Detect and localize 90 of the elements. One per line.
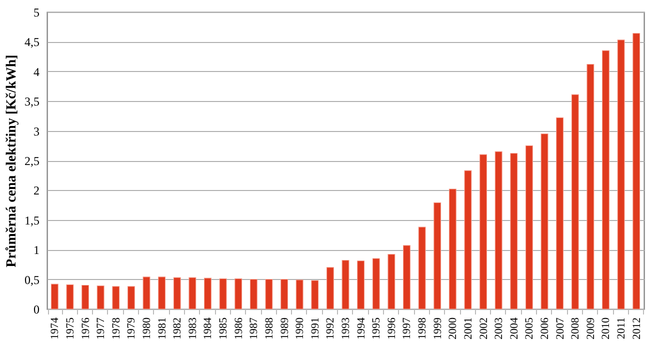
x-tick-label: 1979 bbox=[126, 317, 138, 340]
y-tick-label: 0,5 bbox=[24, 272, 40, 287]
x-tick-label: 1996 bbox=[386, 317, 398, 340]
x-tick-label: 2011 bbox=[616, 318, 628, 340]
x-tick-label: 1991 bbox=[309, 318, 322, 340]
bar bbox=[82, 284, 90, 310]
x-tick-label: 1984 bbox=[202, 317, 214, 340]
bar bbox=[142, 276, 150, 310]
y-tick-label: 4 bbox=[34, 64, 40, 79]
bar bbox=[234, 278, 242, 310]
y-tick-label: 0 bbox=[34, 302, 40, 316]
bar bbox=[250, 279, 258, 310]
x-tick-label: 2005 bbox=[524, 317, 536, 340]
x-tick-label: 2002 bbox=[478, 318, 490, 340]
x-tick-label: 1985 bbox=[218, 317, 230, 340]
bar bbox=[50, 284, 58, 310]
x-tick-label: 1974 bbox=[49, 317, 62, 340]
x-tick-label: 1983 bbox=[186, 317, 199, 340]
bar bbox=[326, 267, 334, 310]
x-tick-label: 1977 bbox=[95, 317, 108, 340]
bar bbox=[571, 94, 579, 310]
bar bbox=[204, 278, 212, 310]
x-tick-label: 2004 bbox=[508, 317, 520, 340]
y-tick-label: 3,5 bbox=[24, 94, 40, 109]
bar bbox=[112, 286, 120, 310]
bar bbox=[127, 286, 135, 310]
bar bbox=[632, 33, 640, 310]
bar bbox=[372, 258, 380, 310]
bar bbox=[464, 170, 472, 310]
y-tick-label: 1 bbox=[34, 243, 40, 258]
x-tick-label: 2009 bbox=[584, 317, 597, 340]
bar bbox=[173, 277, 181, 310]
bar bbox=[480, 154, 488, 310]
bar bbox=[188, 277, 196, 310]
bar bbox=[510, 153, 518, 310]
x-tick-label: 2010 bbox=[600, 317, 612, 340]
bar bbox=[388, 254, 396, 310]
x-tick-label: 2006 bbox=[539, 317, 551, 340]
x-tick-label: 1994 bbox=[355, 317, 368, 340]
x-tick-label: 1998 bbox=[416, 317, 429, 340]
y-tick-label: 2,5 bbox=[24, 154, 40, 168]
x-tick-label: 1986 bbox=[232, 317, 245, 340]
x-tick-label: 2000 bbox=[447, 317, 460, 340]
bar bbox=[602, 50, 610, 310]
x-tick-label: 1990 bbox=[294, 317, 306, 340]
bar bbox=[448, 188, 456, 310]
bar bbox=[219, 278, 227, 310]
x-tick-label: 1999 bbox=[432, 317, 444, 340]
x-tick-label: 1992 bbox=[324, 318, 337, 340]
bar bbox=[525, 145, 533, 310]
x-tick-label: 1987 bbox=[248, 317, 260, 340]
bar bbox=[280, 279, 288, 310]
x-tick-label: 1989 bbox=[278, 317, 291, 340]
x-tick-label: 1993 bbox=[340, 317, 352, 340]
x-tick-label: 2008 bbox=[570, 317, 582, 340]
x-tick-label: 1995 bbox=[370, 317, 383, 340]
bar bbox=[311, 280, 319, 310]
bar bbox=[342, 260, 350, 310]
x-tick-label: 2007 bbox=[554, 317, 566, 340]
y-tick-label: 3 bbox=[34, 124, 40, 138]
x-tick-label: 2003 bbox=[493, 317, 506, 340]
y-tick-label: 1,5 bbox=[24, 213, 40, 228]
y-tick-label: 2 bbox=[34, 184, 40, 198]
bar bbox=[434, 202, 442, 310]
bar bbox=[265, 279, 273, 310]
x-tick-label: 1976 bbox=[80, 317, 92, 340]
bar bbox=[418, 226, 426, 310]
x-tick-label: 1981 bbox=[156, 318, 168, 340]
bar bbox=[96, 286, 104, 310]
bar bbox=[494, 151, 502, 310]
x-tick-label: 1982 bbox=[172, 318, 184, 340]
y-tick-label: 4,5 bbox=[24, 35, 40, 50]
bar bbox=[540, 133, 548, 310]
bar bbox=[158, 276, 166, 310]
y-axis-title: Průměrná cena elektřiny [Kč/kWh] bbox=[4, 54, 20, 268]
bar bbox=[402, 245, 410, 310]
x-tick-label: 1975 bbox=[64, 317, 76, 340]
x-tick-label: 1980 bbox=[141, 317, 153, 340]
bar bbox=[586, 64, 594, 310]
x-tick-label: 1978 bbox=[110, 317, 122, 340]
x-tick-label: 2001 bbox=[462, 318, 474, 340]
x-tick-label: 1997 bbox=[401, 317, 414, 340]
x-tick-label: 2012 bbox=[630, 318, 643, 340]
bar bbox=[296, 280, 304, 310]
x-tick-label: 1988 bbox=[263, 317, 276, 340]
bar bbox=[617, 40, 625, 310]
bar bbox=[357, 260, 365, 310]
bar bbox=[556, 117, 564, 310]
y-tick-label: 5 bbox=[34, 6, 40, 20]
bar bbox=[66, 284, 74, 310]
